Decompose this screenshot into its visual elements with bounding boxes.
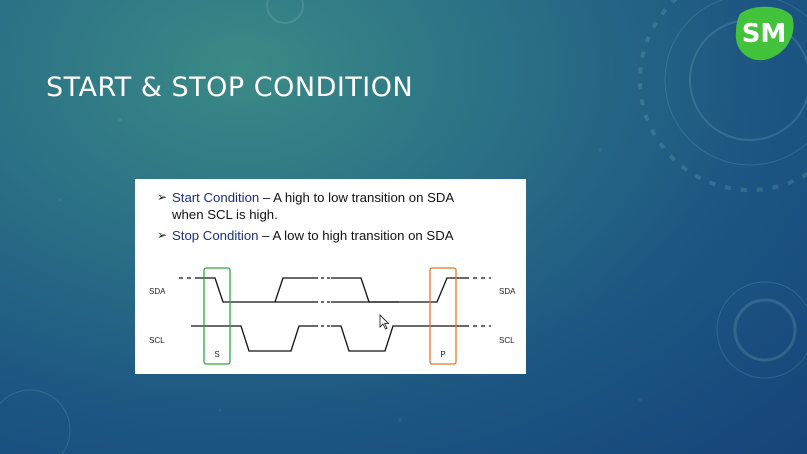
bullet-term: Start Condition xyxy=(172,190,260,205)
i2c-timing-diagram: SDA SDA SCL SCL S P xyxy=(149,267,516,365)
bullet-arrow-icon: ➢ xyxy=(157,190,168,204)
bullet-text-continued: when SCL is high. xyxy=(172,207,278,222)
stop-marker-label: P xyxy=(440,350,445,359)
brand-logo-icon: SM xyxy=(735,6,794,61)
bullet-stop-condition: ➢ Stop Condition – A low to high transit… xyxy=(157,227,454,244)
logo-text: SM xyxy=(742,19,787,49)
scl-label-left: SCL xyxy=(149,336,165,345)
scl-waveform xyxy=(191,325,491,352)
sda-label-left: SDA xyxy=(149,287,166,296)
bullet-arrow-icon: ➢ xyxy=(157,228,168,242)
slide-title: START & STOP CONDITION xyxy=(46,72,414,103)
bullet-start-condition: ➢ Start Condition – A high to low transi… xyxy=(157,189,454,223)
scl-label-right: SCL xyxy=(499,336,515,345)
logo-badge-icon xyxy=(735,6,794,61)
content-image-card: ➢ Start Condition – A high to low transi… xyxy=(135,179,526,374)
bullet-list: ➢ Start Condition – A high to low transi… xyxy=(157,189,454,248)
stop-condition-box xyxy=(429,267,457,365)
start-marker-label: S xyxy=(214,350,219,359)
start-condition-box xyxy=(203,267,231,365)
bullet-term: Stop Condition xyxy=(172,228,259,243)
sda-waveform xyxy=(179,277,491,303)
bullet-text: – A low to high transition on SDA xyxy=(258,228,454,243)
sda-label-right: SDA xyxy=(499,287,516,296)
bullet-text: – A high to low transition on SDA xyxy=(259,190,455,205)
mouse-cursor-icon xyxy=(379,314,390,330)
